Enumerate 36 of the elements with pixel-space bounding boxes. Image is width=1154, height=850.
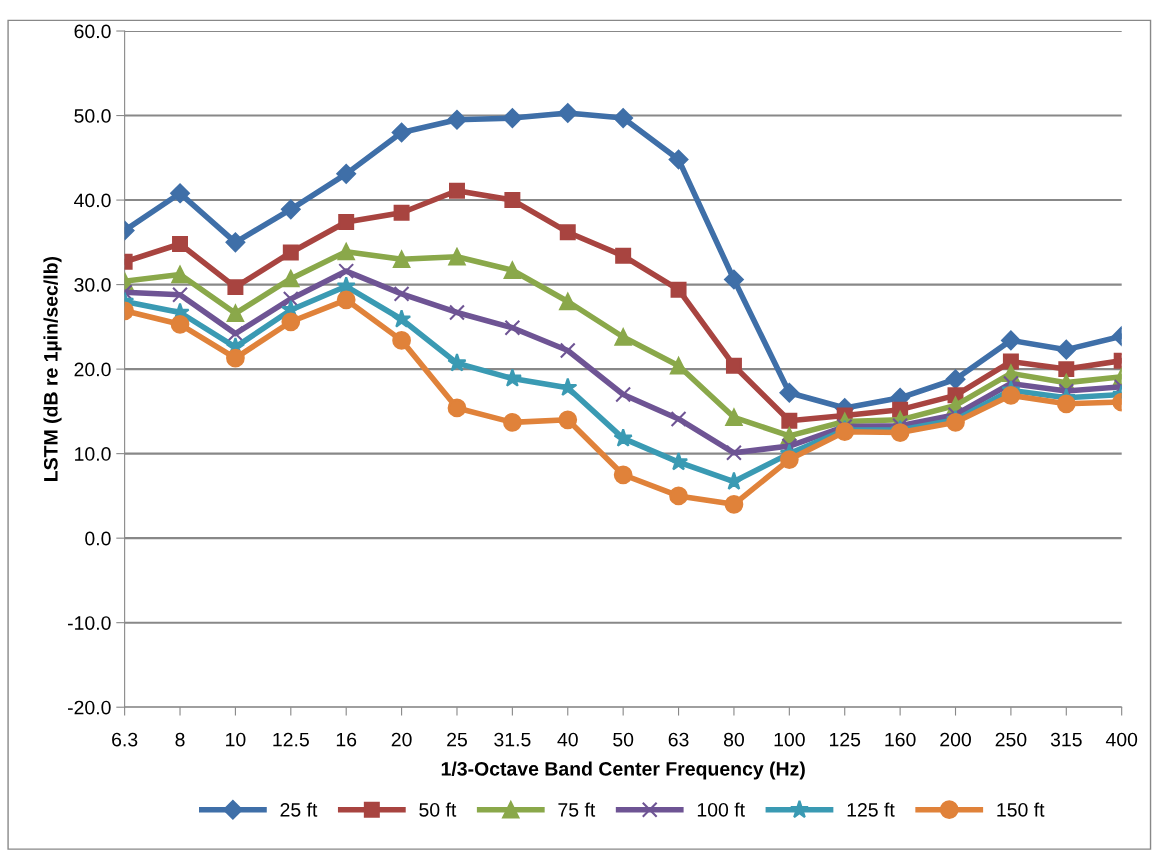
legend-label: 125 ft [847,802,895,817]
y-tick-label: 0.0 [85,531,111,546]
x-tick-label: 80 [723,732,744,747]
x-tick-label: 40 [557,732,578,747]
x-tick-label: 160 [885,732,916,747]
y-tick-label: -10.0 [67,616,111,630]
y-tick-label: 10.0 [75,447,111,461]
x-tick-label: 25 [447,732,467,747]
x-tick-label: 6.3 [112,732,138,747]
x-tick-label: 8 [175,732,185,747]
x-axis-title: 1/3-Octave Band Center Frequency (Hz) [441,761,805,780]
y-tick-label: 30.0 [74,278,111,292]
x-tick-label: 31.5 [494,732,531,747]
x-tick-label: 12.5 [273,732,309,747]
legend-label: 50 ft [419,802,457,817]
legend-label: 75 ft [558,802,596,817]
y-tick-label: 40.0 [74,193,111,208]
legend-label: 100 ft [697,802,745,817]
y-tick-label: 60.0 [74,24,111,39]
y-axis-title: LSTM (dB re 1µin/sec/lb) [43,256,62,481]
x-tick-label: 50 [613,732,634,747]
legend-label: 150 ft [997,802,1045,817]
legend-label: 25 ft [280,802,318,817]
x-tick-label: 100 [774,732,805,747]
x-tick-label: 63 [668,732,689,747]
x-tick-label: 125 [829,732,861,747]
x-tick-label: 20 [391,732,412,747]
y-tick-label: -20.0 [67,700,111,715]
x-tick-label: 400 [1105,732,1138,747]
y-tick-label: 50.0 [74,109,111,123]
y-tick-label: 20.0 [74,362,111,377]
x-tick-label: 16 [336,732,357,747]
x-tick-label: 200 [940,732,971,747]
x-tick-label: 315 [1050,732,1082,747]
x-tick-label: 250 [995,732,1027,747]
x-tick-label: 10 [226,732,246,747]
